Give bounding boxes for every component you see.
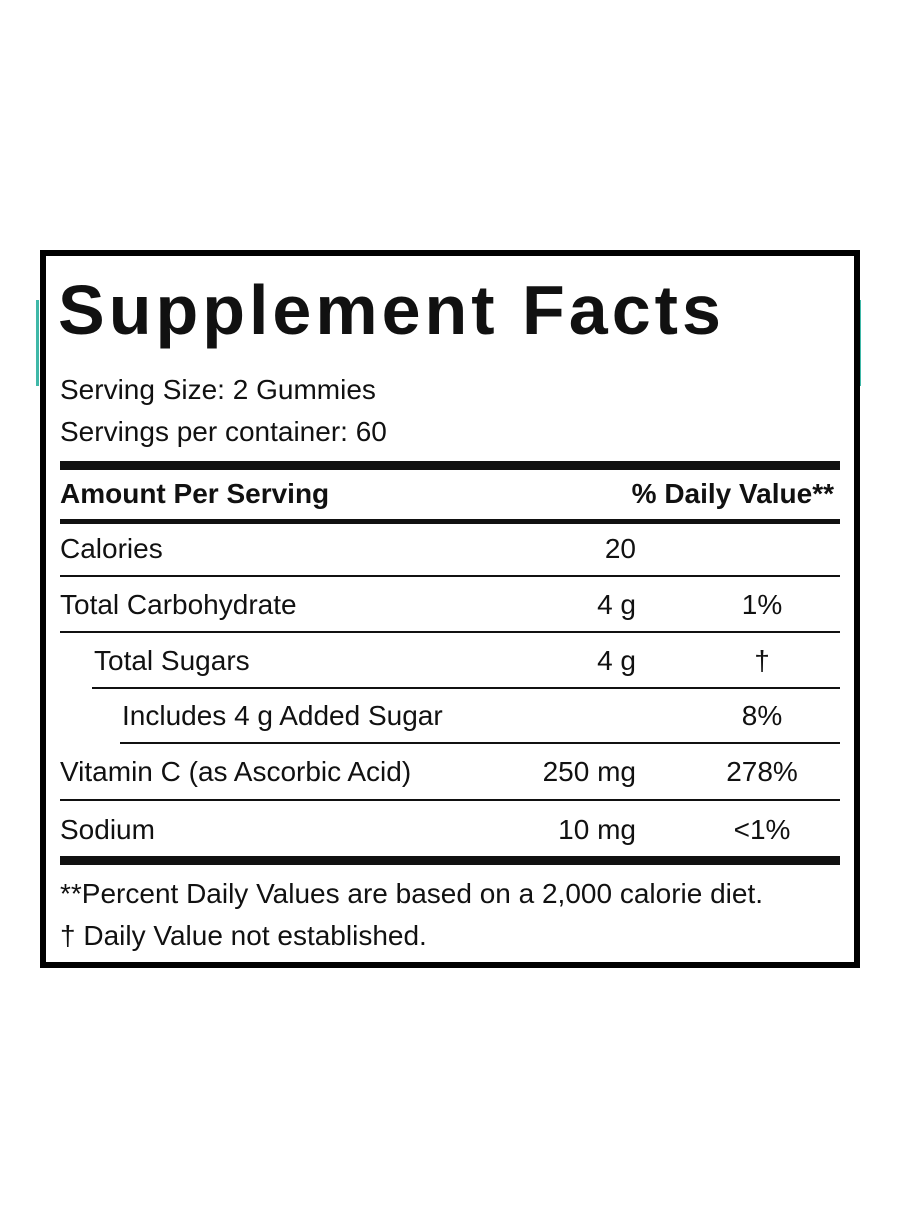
edge-accent	[36, 300, 39, 386]
row-rule	[92, 687, 840, 689]
row-daily-value: 1%	[741, 589, 783, 620]
row-daily-value: 8%	[741, 700, 783, 731]
row-rule	[60, 799, 840, 801]
servings-per-container: Servings per container: 60	[60, 416, 387, 447]
title: Supplement Facts	[58, 271, 725, 349]
row-daily-value: †	[754, 645, 770, 676]
serving-size: Serving Size: 2 Gummies	[60, 374, 376, 405]
thick-rule	[60, 856, 840, 865]
header-amount: Amount Per Serving	[60, 478, 330, 509]
row-name: Includes 4 g Added Sugar	[122, 700, 443, 731]
row-amount: 10 mg	[558, 814, 636, 845]
row-amount: 4 g	[597, 589, 636, 620]
footnote: **Percent Daily Values are based on a 2,…	[60, 878, 764, 909]
thick-rule	[60, 461, 840, 470]
row-name: Total Carbohydrate	[60, 589, 297, 620]
header-daily-value: % Daily Value**	[631, 478, 834, 509]
row-name: Calories	[60, 533, 163, 564]
row-rule	[60, 575, 840, 577]
row-name: Vitamin C (as Ascorbic Acid)	[60, 756, 412, 787]
footnote: † Daily Value not established.	[60, 920, 427, 951]
facts-panel	[40, 250, 860, 968]
row-name: Total Sugars	[94, 645, 250, 676]
row-amount: 20	[604, 533, 636, 564]
medium-rule	[60, 519, 840, 524]
row-daily-value: <1%	[733, 814, 791, 845]
row-name: Sodium	[60, 814, 155, 845]
row-amount: 4 g	[597, 645, 636, 676]
row-rule	[60, 631, 840, 633]
row-daily-value: 278%	[726, 756, 798, 787]
row-amount: 250 mg	[542, 756, 636, 787]
row-rule	[120, 742, 840, 744]
